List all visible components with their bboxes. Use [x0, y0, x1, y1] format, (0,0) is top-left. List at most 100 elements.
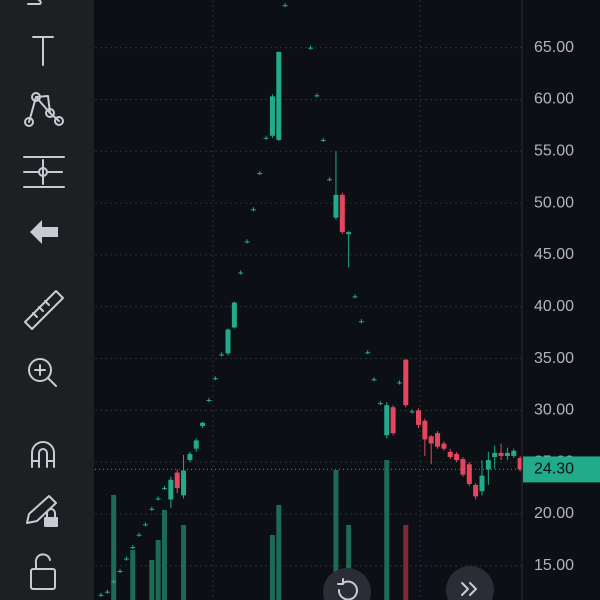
volume-bar	[155, 540, 161, 600]
last-price-box	[523, 456, 600, 483]
candle-body	[473, 484, 479, 497]
candle-body	[104, 591, 110, 593]
candle-body	[98, 594, 104, 596]
candle-body	[428, 436, 434, 444]
candle-body	[174, 472, 180, 489]
candle-body	[308, 47, 314, 49]
candle-body	[435, 433, 441, 447]
candle-body	[441, 443, 447, 449]
volume-bar	[162, 510, 167, 600]
candle-body	[492, 452, 498, 457]
candle-body	[485, 460, 491, 470]
candle-body	[225, 329, 231, 354]
candle-body	[257, 173, 263, 175]
candle-body	[460, 459, 466, 475]
candle-body	[136, 534, 142, 536]
ruler-tool[interactable]	[24, 290, 64, 330]
volume-bar	[181, 525, 187, 600]
candle-body	[358, 321, 364, 323]
lock-drawing-tool[interactable]	[26, 495, 58, 527]
candle-body	[377, 403, 383, 405]
candle-body	[123, 558, 129, 560]
candle-body	[111, 581, 117, 583]
reset-button[interactable]	[323, 568, 371, 600]
volume-bar	[276, 505, 282, 600]
candle-body	[333, 194, 339, 218]
candle-body	[314, 95, 320, 97]
candle-body	[181, 470, 187, 496]
y-tick-label: 30.00	[534, 402, 574, 419]
candle-body	[155, 498, 161, 500]
y-tick-label: 15.00	[534, 557, 574, 574]
back-arrow[interactable]	[30, 220, 58, 244]
volume-bar	[269, 535, 275, 600]
candle-body	[371, 379, 377, 381]
measure-tool[interactable]	[23, 156, 65, 188]
candle-body	[162, 488, 167, 490]
candle-body	[219, 354, 225, 356]
candle-body	[396, 382, 402, 384]
candle-body	[276, 51, 282, 140]
candle-body	[327, 179, 333, 181]
candle-body	[466, 464, 472, 484]
candle-body	[187, 453, 193, 461]
toolbar	[0, 0, 94, 600]
candle-body	[498, 452, 504, 456]
candle-body	[200, 422, 206, 426]
volume-bar	[346, 525, 352, 600]
volume-bar	[403, 525, 409, 600]
candle-body	[142, 524, 148, 526]
candle-body	[409, 411, 415, 413]
candle-body	[384, 405, 390, 436]
candle-body	[517, 458, 522, 470]
candle-body	[479, 475, 485, 492]
candles	[98, 3, 522, 597]
candle-body	[250, 209, 256, 211]
volume-bars	[111, 460, 409, 600]
volume-bar	[130, 550, 136, 600]
y-tick-label: 35.00	[534, 350, 574, 367]
candle-body	[206, 400, 212, 401]
candle-body	[149, 508, 155, 510]
y-tick-label: 55.00	[534, 143, 574, 160]
lock-tool[interactable]	[30, 553, 56, 590]
tool-icon[interactable]	[27, 0, 42, 5]
last-price-label: 24.30	[534, 461, 574, 478]
candle-body	[511, 450, 517, 456]
text-tool[interactable]	[32, 36, 54, 66]
volume-bar	[149, 560, 155, 600]
candle-body	[504, 452, 510, 456]
candle-body	[263, 137, 269, 139]
volume-bar	[333, 470, 339, 600]
y-tick-label: 45.00	[534, 246, 574, 263]
zoom-tool[interactable]	[28, 358, 57, 387]
candle-body	[320, 139, 326, 141]
price-axis: 15.0020.0025.0030.0035.0040.0045.0050.00…	[523, 0, 600, 574]
y-tick-label: 60.00	[534, 91, 574, 108]
y-tick-label: 20.00	[534, 505, 574, 522]
candle-body	[416, 410, 421, 425]
candle-body	[339, 194, 345, 233]
volume-bar	[111, 495, 117, 600]
candle-body	[244, 241, 250, 243]
y-tick-label: 70.00	[534, 0, 574, 4]
candle-body	[422, 420, 428, 440]
candle-body	[168, 479, 174, 500]
candle-body	[117, 570, 123, 572]
candle-body	[238, 272, 244, 274]
candle-body	[231, 302, 237, 328]
candle-body	[403, 359, 409, 406]
candle-body	[390, 407, 396, 434]
pattern-tool[interactable]	[24, 92, 64, 127]
magnet-tool[interactable]	[31, 441, 55, 468]
candle-body	[193, 440, 199, 449]
candle-body	[365, 352, 371, 354]
y-tick-label: 65.00	[534, 39, 574, 56]
candle-body	[282, 5, 288, 7]
y-tick-label: 40.00	[534, 298, 574, 315]
candle-body	[269, 96, 275, 136]
y-tick-label: 50.00	[534, 194, 574, 211]
candle-body	[352, 296, 358, 298]
scroll-to-end-button[interactable]	[446, 566, 494, 600]
